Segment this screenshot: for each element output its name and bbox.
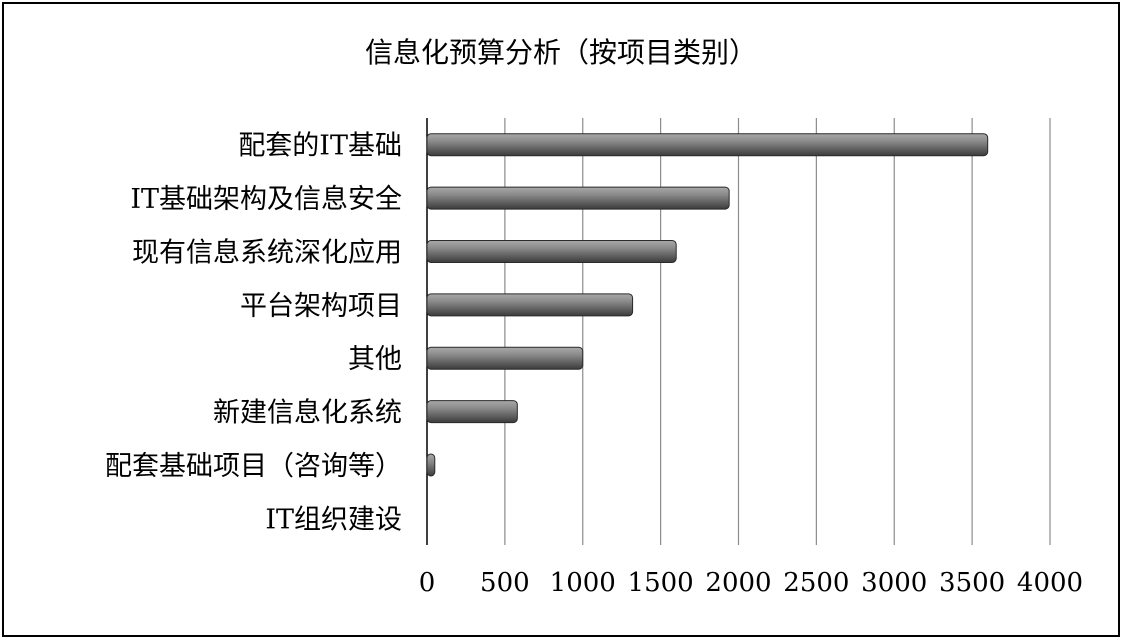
- x-tick-labels: 0 500 1000 1500 2000 2500 3000 3500 4000: [419, 568, 1083, 598]
- category-labels: 配套的IT基础 IT基础架构及信息安全现有信息系统深化应用平台架构项目其他新建信息…: [105, 131, 402, 536]
- gridlines: [426, 118, 1051, 545]
- x-tick-label: 4000: [1017, 568, 1083, 598]
- x-tick-label: 3000: [861, 568, 927, 598]
- category-label: 配套的IT基础: [238, 131, 402, 162]
- x-tick-label: 1000: [550, 568, 616, 598]
- x-tick-label: 1500: [628, 568, 694, 598]
- category-label: 新建信息化系统: [213, 398, 402, 429]
- category-label: 现有信息系统深化应用: [132, 237, 402, 268]
- x-tick-label: 2000: [705, 568, 771, 598]
- bar: [426, 133, 989, 157]
- chart-title: 信息化预算分析（按项目类别）: [365, 36, 757, 69]
- bar: [426, 239, 677, 263]
- category-label: 其他: [348, 344, 402, 375]
- bar: [426, 346, 584, 370]
- bars: [426, 133, 989, 477]
- bar: [426, 186, 730, 210]
- bar: [426, 400, 518, 424]
- category-label: IT基础架构及信息安全: [130, 184, 402, 215]
- category-label: 平台架构项目: [240, 291, 402, 322]
- x-tick-label: 2500: [783, 568, 849, 598]
- x-tick-label: 500: [480, 568, 530, 598]
- x-tick-label: 0: [419, 568, 436, 598]
- bar: [426, 453, 436, 477]
- bar: [426, 293, 634, 317]
- x-tick-label: 3500: [939, 568, 1005, 598]
- category-label: IT组织建设: [265, 504, 402, 535]
- category-label: 配套基础项目（咨询等）: [105, 451, 402, 482]
